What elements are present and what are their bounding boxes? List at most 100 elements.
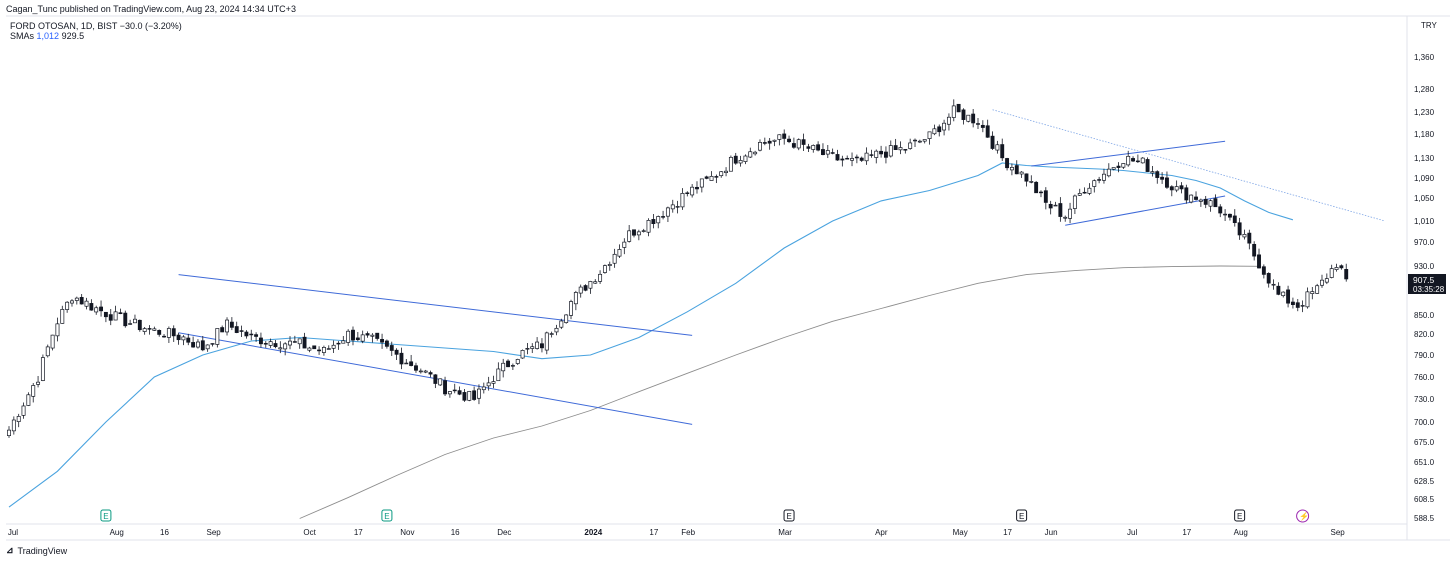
candle-down <box>462 388 467 402</box>
candle-body <box>103 311 108 318</box>
sma-legend[interactable]: SMAs 1,012 929.5 <box>10 31 84 41</box>
symbol-legend[interactable]: FORD OTOSAN, 1D, BIST −30.0 (−3.20%) <box>10 21 182 31</box>
candle-down <box>893 138 898 151</box>
candle-body <box>263 343 268 345</box>
candle-body <box>171 328 176 337</box>
candle-body <box>917 140 922 143</box>
candle-body <box>777 134 782 140</box>
candle-body <box>535 341 540 349</box>
tradingview-logo[interactable]: ⊿ TradingView <box>6 545 67 556</box>
sma-50-value: 1,012 <box>36 31 60 41</box>
candle-body <box>976 123 980 125</box>
candle-down <box>433 374 438 389</box>
candle-body <box>699 178 704 188</box>
candle-body <box>665 207 670 217</box>
candle-down <box>249 329 254 341</box>
candle-up <box>1189 194 1194 204</box>
candle-body <box>205 344 210 350</box>
y-tick-label: 820.0 <box>1414 330 1435 339</box>
candle-body <box>443 380 448 395</box>
candle-body <box>94 307 99 313</box>
candle-body <box>1106 168 1111 177</box>
candle-body <box>1261 266 1266 275</box>
x-tick-label: 17 <box>1003 528 1012 537</box>
candle-body <box>1077 193 1082 196</box>
candle-body <box>883 151 888 158</box>
candle-down <box>1286 285 1291 308</box>
candle-body <box>302 336 307 349</box>
candle-up <box>544 331 549 355</box>
candle-up <box>1068 202 1073 224</box>
candle-body <box>578 286 583 294</box>
y-axis[interactable]: TRY 1,360 1,280 1,230 1,180 1,130 1,090 1,050 1… <box>1414 21 1438 523</box>
candle-down <box>244 330 249 339</box>
candle-down <box>1024 173 1029 187</box>
candle-body <box>1290 301 1295 305</box>
candle-down <box>336 341 341 350</box>
candle-up <box>690 184 695 198</box>
candle-down <box>220 325 225 333</box>
candle-up <box>84 297 89 310</box>
candle-down <box>791 137 796 149</box>
candle-down <box>733 152 738 165</box>
candle-up <box>578 284 583 298</box>
y-tick-label: 930.0 <box>1414 262 1435 271</box>
candle-down <box>365 331 370 338</box>
candle-down <box>1218 204 1223 218</box>
x-axis[interactable]: Jul Aug 16 Sep Oct 17 Nov 16 Dec 2024 17 Feb Mar Apr M… <box>8 528 1345 537</box>
y-tick-label: 1,090 <box>1414 174 1435 183</box>
publisher-line: Cagan_Tunc published on TradingView.com,… <box>6 4 296 14</box>
candle-body <box>840 158 845 161</box>
candle-body <box>869 154 874 156</box>
candle-body <box>1155 171 1160 178</box>
candle-body <box>423 370 428 373</box>
candle-down <box>1344 263 1349 282</box>
candle-body <box>656 216 661 224</box>
candle-down <box>821 143 825 156</box>
candle-body <box>753 151 758 155</box>
candle-up <box>491 375 496 389</box>
candle-body <box>714 176 719 178</box>
candle-body <box>152 328 157 331</box>
candle-down <box>1082 187 1087 194</box>
candle-down <box>389 341 394 356</box>
x-tick-label: Oct <box>303 528 316 537</box>
y-tick-label: 1,230 <box>1414 108 1435 117</box>
candle-body <box>1329 268 1334 278</box>
candle-down <box>457 386 462 396</box>
candle-up <box>530 343 535 354</box>
candle-body <box>913 139 917 142</box>
candle-down <box>108 308 113 326</box>
candle-body <box>622 241 627 248</box>
candle-up <box>133 314 137 324</box>
candle-down <box>258 332 263 348</box>
candle-up <box>1053 201 1058 207</box>
candle-body <box>351 329 355 341</box>
candle-body <box>617 249 622 257</box>
candle-body <box>1029 181 1034 183</box>
candle-up <box>602 264 607 274</box>
candle-body <box>1072 195 1077 209</box>
candle-body <box>1150 171 1155 174</box>
candle-body <box>724 170 729 173</box>
candle-up <box>70 299 74 307</box>
candle-down <box>506 359 510 368</box>
sma-200-path <box>299 265 1260 519</box>
candle-up <box>346 329 351 346</box>
candle-body <box>389 345 394 351</box>
candle-body <box>31 385 36 397</box>
candle-body <box>1257 254 1261 269</box>
candle-down <box>762 137 767 146</box>
candle-body <box>1242 234 1247 238</box>
earnings-marker-box <box>783 509 795 522</box>
candle-body <box>927 131 932 139</box>
news-marker-circle <box>1296 509 1310 523</box>
candle-body <box>394 349 399 355</box>
candle-up <box>699 178 704 193</box>
candle-body <box>239 330 244 332</box>
candle-up <box>612 248 617 268</box>
candle-down <box>956 103 961 113</box>
candle-body <box>283 343 288 350</box>
candle-body <box>961 109 966 120</box>
